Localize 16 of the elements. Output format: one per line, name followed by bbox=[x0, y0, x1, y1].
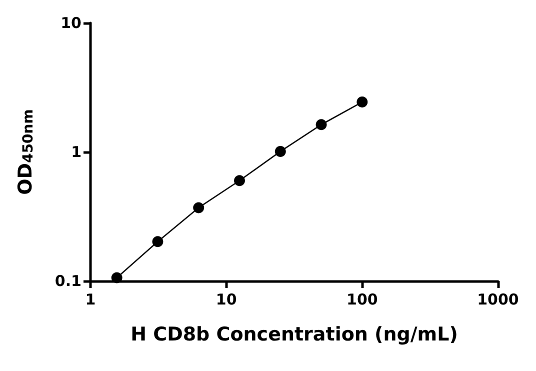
y-tick-label: 10 bbox=[60, 14, 82, 32]
y-axis-title: OD450nm bbox=[14, 109, 36, 195]
x-tick-label: 1 bbox=[85, 290, 96, 308]
x-tick-label: 10 bbox=[216, 290, 237, 308]
y-tick-label: 1 bbox=[71, 143, 82, 161]
point bbox=[234, 175, 245, 186]
point bbox=[316, 119, 327, 130]
y-tick-label: 0.1 bbox=[54, 272, 82, 290]
x-axis-title: H CD8b Concentration (ng/mL) bbox=[130, 324, 458, 346]
point bbox=[152, 236, 164, 248]
point bbox=[274, 146, 286, 157]
point bbox=[111, 272, 122, 284]
x-tick-label: 100 bbox=[346, 290, 378, 308]
x-tick-label: 1000 bbox=[477, 290, 519, 308]
point bbox=[193, 202, 204, 214]
point bbox=[356, 96, 368, 108]
